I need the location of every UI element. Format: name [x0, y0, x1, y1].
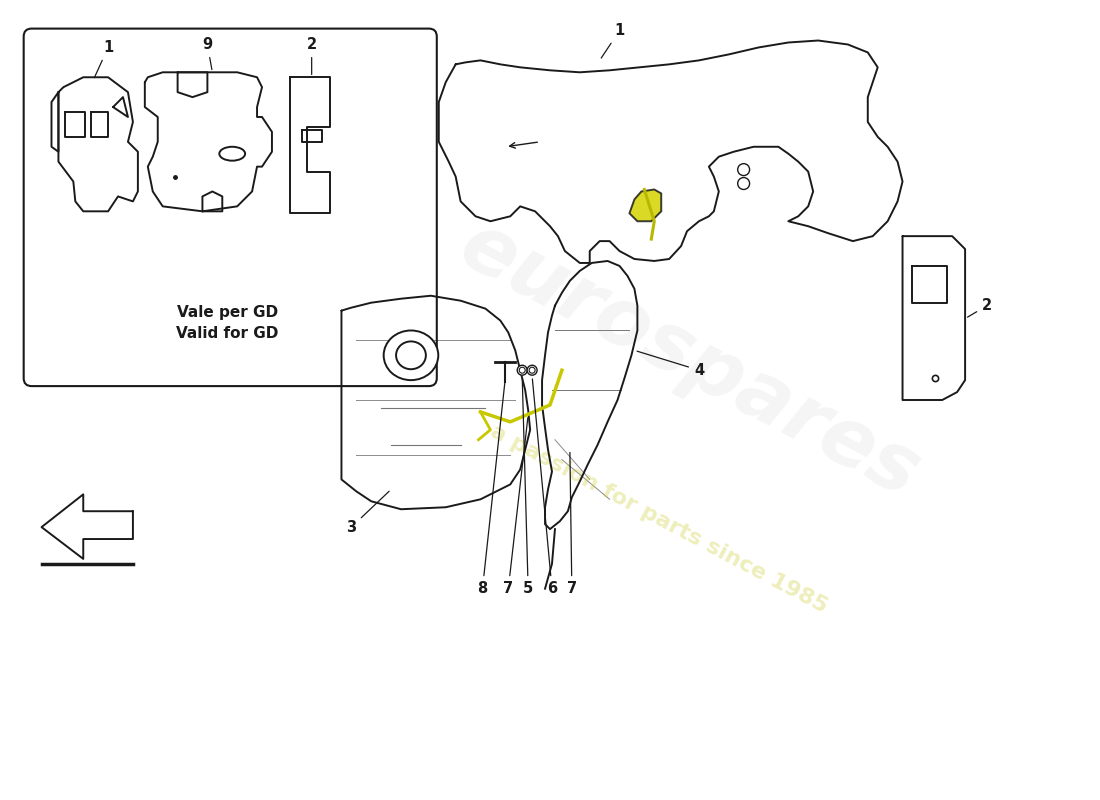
Ellipse shape	[384, 330, 438, 380]
Ellipse shape	[738, 178, 749, 190]
Text: 7: 7	[566, 453, 576, 596]
Ellipse shape	[219, 146, 245, 161]
Ellipse shape	[529, 367, 535, 373]
Text: 6: 6	[532, 379, 557, 596]
Text: 8: 8	[477, 381, 505, 596]
Ellipse shape	[396, 342, 426, 370]
Text: 1: 1	[95, 40, 113, 78]
Text: 4: 4	[637, 351, 704, 378]
Ellipse shape	[517, 366, 527, 375]
Text: 7: 7	[503, 418, 528, 596]
Text: 9: 9	[202, 37, 212, 70]
Text: 2: 2	[307, 37, 317, 74]
Text: 3: 3	[346, 491, 389, 534]
Text: a passion for parts since 1985: a passion for parts since 1985	[487, 422, 832, 617]
Ellipse shape	[738, 164, 749, 175]
Text: Vale per GD
Valid for GD: Vale per GD Valid for GD	[176, 305, 278, 341]
FancyBboxPatch shape	[24, 29, 437, 386]
Ellipse shape	[527, 366, 537, 375]
Text: 2: 2	[968, 298, 992, 317]
Text: 1: 1	[602, 23, 625, 58]
Ellipse shape	[519, 367, 525, 373]
Polygon shape	[629, 190, 661, 222]
Text: 5: 5	[522, 379, 534, 596]
Text: eurospares: eurospares	[446, 206, 932, 514]
